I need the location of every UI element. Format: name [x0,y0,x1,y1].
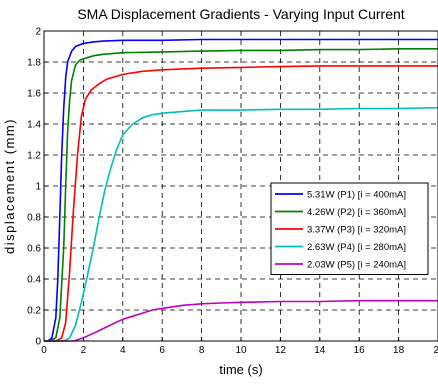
x-tick-label: 10 [235,345,247,356]
y-tick-label: 1.2 [27,151,41,162]
y-axis-label: displacement (mm) [2,118,17,254]
y-tick-label: 0 [35,337,41,348]
x-tick-label: 6 [159,345,165,356]
y-tick-label: 1.4 [27,120,41,131]
y-tick-label: 0.2 [27,306,41,317]
y-tick-label: 0.8 [27,213,41,224]
x-tick-label: 8 [199,345,205,356]
y-tick-label: 1 [35,182,41,193]
legend-label-p2: 4.26W (P2) [i = 360mA] [307,207,406,218]
x-tick-label: 0 [41,345,47,356]
x-tick-label: 2 [81,345,87,356]
y-tick-label: 1.8 [27,58,41,69]
y-tick-label: 0.6 [27,244,41,255]
y-ticks: 0 0.2 0.4 0.6 0.8 1 1.2 1.4 1.6 1.8 2 [27,27,48,348]
series-line-p4 [44,106,438,342]
series-line-p2 [44,47,438,342]
x-tick-label: 2( [434,345,438,356]
y-tick-label: 0.4 [27,275,41,286]
y-tick-label: 2 [35,27,41,38]
x-tick-label: 12 [275,345,287,356]
x-tick-label: 4 [120,345,126,356]
series-layer [44,38,438,342]
chart-title: SMA Displacement Gradients - Varying Inp… [77,6,404,22]
series-line-p5 [44,299,438,342]
legend-label-p3: 3.37W (P3) [i = 320mA] [307,225,406,236]
y-tick-label: 1.6 [27,89,41,100]
legend: 5.31W (P1) [i = 400mA] 4.26W (P2) [i = 36… [270,182,429,275]
x-tick-label: 18 [393,345,405,356]
x-tick-label: 14 [314,345,326,356]
series-line-p3 [44,65,438,342]
legend-label-p5: 2.03W (P5) [i = 240mA] [307,260,406,271]
x-axis-label: time (s) [219,362,262,377]
legend-label-p4: 2.63W (P4) [i = 280mA] [307,242,406,253]
x-tick-label: 16 [354,345,366,356]
x-ticks: 0 2 4 6 8 10 12 14 16 18 2( [41,337,438,356]
legend-label-p1: 5.31W (P1) [i = 400mA] [307,190,406,201]
series-line-p1 [44,38,438,342]
